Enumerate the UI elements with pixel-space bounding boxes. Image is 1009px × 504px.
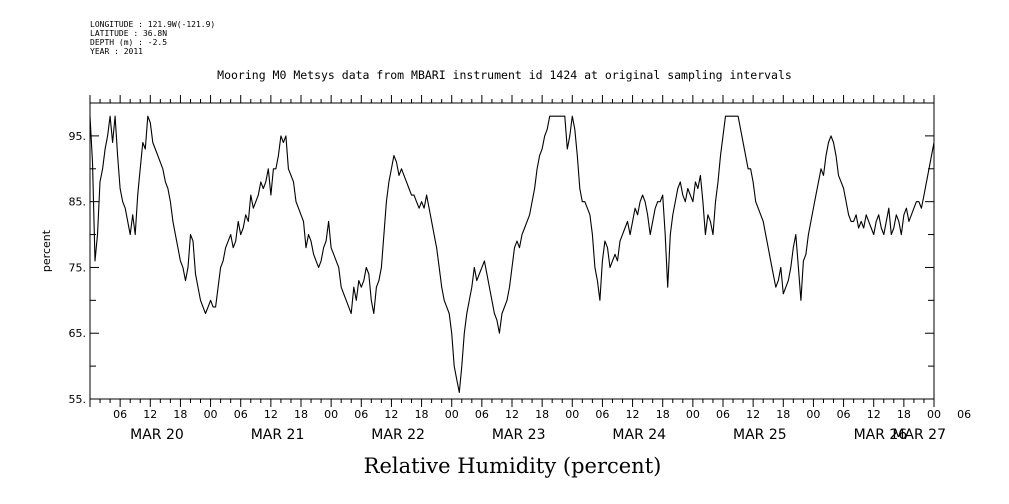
y-tick-label: 85. — [69, 196, 87, 209]
x-axis-title: Relative Humidity (percent) — [363, 454, 662, 478]
x-hour-label: 06 — [113, 408, 127, 421]
x-hour-label: 12 — [505, 408, 519, 421]
humidity-series-line — [89, 115, 935, 393]
meta-longitude: LONGITUDE : 121.9W(-121.9) — [90, 20, 216, 29]
x-hour-label: 18 — [656, 408, 670, 421]
y-axis-label: percent — [40, 229, 53, 272]
x-hour-label: 06 — [595, 408, 609, 421]
x-day-label: MAR 23 — [492, 427, 546, 443]
x-day-label: MAR 20 — [130, 427, 184, 443]
y-tick-label: 75. — [69, 261, 87, 274]
x-hour-label: 00 — [686, 408, 700, 421]
x-hour-label: 18 — [294, 408, 308, 421]
x-day-label: MAR 26 — [854, 427, 908, 443]
x-day-label: MAR 22 — [371, 427, 425, 443]
x-hour-label: 00 — [204, 408, 218, 421]
x-hour-label: 00 — [565, 408, 579, 421]
y-tick-label: 55. — [69, 393, 87, 406]
meta-depth: DEPTH (m) : -2.5 — [90, 38, 168, 47]
x-hour-label: 06 — [837, 408, 851, 421]
chart-title: Mooring M0 Metsys data from MBARI instru… — [217, 68, 792, 82]
meta-latitude: LATITUDE : 36.8N — [90, 29, 168, 38]
x-hour-label: 18 — [173, 408, 187, 421]
x-hour-label: 06 — [957, 408, 971, 421]
plot-frame — [89, 102, 935, 400]
x-day-label: MAR 25 — [733, 427, 787, 443]
x-hour-label: 18 — [535, 408, 549, 421]
x-hour-label: 12 — [264, 408, 278, 421]
x-hour-label: 12 — [384, 408, 398, 421]
x-hour-label: 12 — [867, 408, 881, 421]
x-hour-label: 06 — [475, 408, 489, 421]
x-hour-label: 12 — [626, 408, 640, 421]
x-hour-label: 18 — [415, 408, 429, 421]
x-day-label: MAR 27 — [892, 427, 946, 443]
x-hour-label: 18 — [897, 408, 911, 421]
x-hour-label: 18 — [776, 408, 790, 421]
y-tick-label: 65. — [69, 327, 87, 340]
y-tick-label: 95. — [69, 130, 87, 143]
x-hour-label: 06 — [234, 408, 248, 421]
x-day-label: MAR 24 — [612, 427, 666, 443]
meta-year: YEAR : 2011 — [90, 47, 143, 56]
x-day-label: MAR 21 — [251, 427, 305, 443]
x-hour-label: 06 — [716, 408, 730, 421]
x-hour-label: 12 — [143, 408, 157, 421]
x-hour-label: 12 — [746, 408, 760, 421]
x-hour-label: 00 — [806, 408, 820, 421]
x-hour-label: 00 — [324, 408, 338, 421]
x-hour-label: 00 — [927, 408, 941, 421]
x-hour-label: 00 — [445, 408, 459, 421]
x-hour-label: 06 — [354, 408, 368, 421]
